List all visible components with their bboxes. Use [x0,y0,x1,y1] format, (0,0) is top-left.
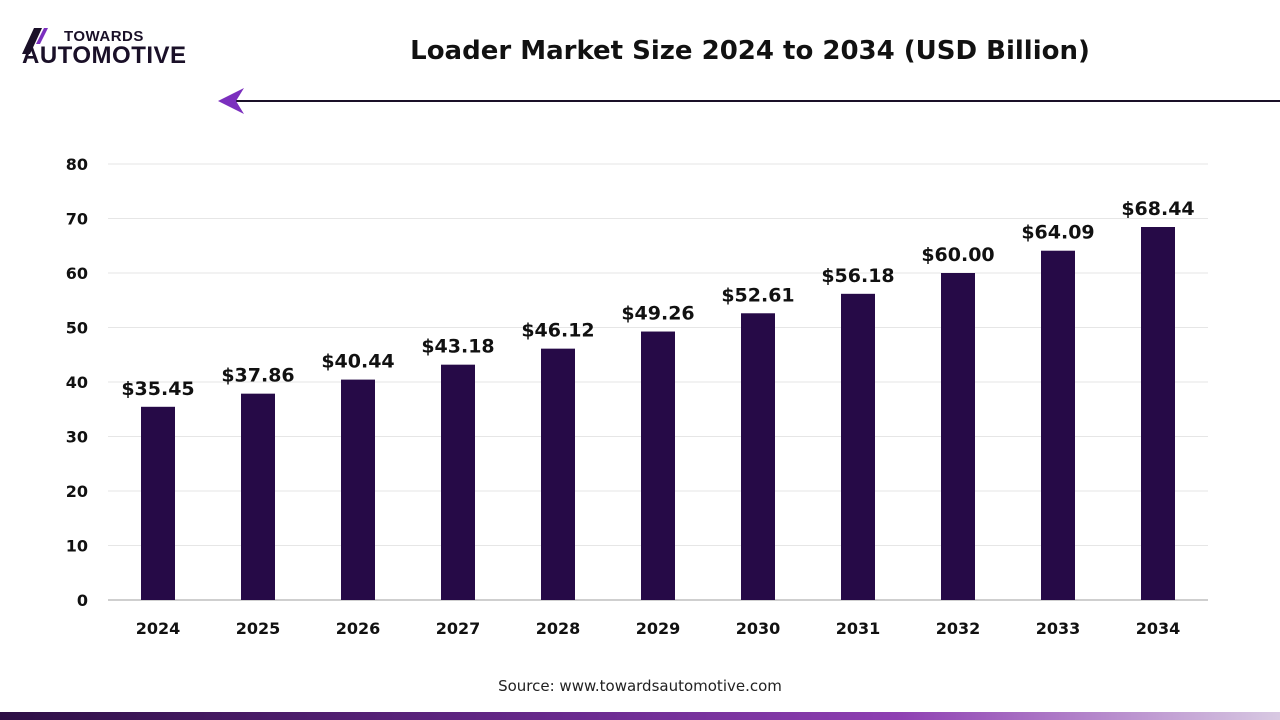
x-tick-label: 2032 [936,619,981,638]
data-label: $37.86 [221,365,294,387]
bar [641,331,675,600]
x-tick-label: 2027 [436,619,481,638]
data-label: $49.26 [621,303,694,325]
header-divider [236,100,1280,102]
y-tick-label: 20 [66,482,88,501]
y-tick-label: 0 [77,591,88,610]
logo-text-top: TOWARDS [64,28,144,45]
y-tick-label: 40 [66,373,88,392]
bar [341,379,375,600]
x-tick-label: 2028 [536,619,581,638]
data-label: $43.18 [421,336,494,358]
bar [841,293,875,600]
bar-chart: 01020304050607080$35.452024$37.862025$40… [66,155,1208,638]
x-tick-label: 2033 [1036,619,1081,638]
bar [441,364,475,600]
x-tick-label: 2029 [636,619,681,638]
source-note: Source: www.towardsautomotive.com [498,677,782,695]
chart-title: Loader Market Size 2024 to 2034 (USD Bil… [410,36,1090,66]
y-tick-label: 30 [66,428,88,447]
bar [1141,227,1175,600]
x-tick-label: 2034 [1136,619,1181,638]
brand-logo: TOWARDS AUTOMOTIVE [20,26,230,76]
bar [241,393,275,600]
x-tick-label: 2031 [836,619,881,638]
data-label: $46.12 [521,320,594,342]
bar [141,406,175,600]
x-tick-label: 2030 [736,619,781,638]
x-tick-label: 2026 [336,619,381,638]
data-label: $68.44 [1121,198,1194,220]
arrow-left-icon [218,88,244,114]
bar [741,313,775,600]
x-tick-label: 2025 [236,619,281,638]
y-tick-label: 10 [66,537,88,556]
y-tick-label: 60 [66,264,88,283]
data-label: $64.09 [1021,222,1094,244]
footer-gradient-bar [0,712,1280,720]
y-tick-label: 80 [66,155,88,174]
y-tick-label: 50 [66,319,88,338]
data-label: $56.18 [821,265,894,287]
y-tick-label: 70 [66,210,88,229]
x-tick-label: 2024 [136,619,181,638]
bar [1041,250,1075,600]
bar [541,348,575,600]
data-label: $35.45 [121,378,194,400]
logo-mark-icon [22,28,48,54]
data-label: $40.44 [321,351,394,373]
logo-text-bottom: AUTOMOTIVE [22,42,187,69]
data-label: $52.61 [721,284,794,306]
data-label: $60.00 [921,244,994,266]
bar [941,273,975,600]
